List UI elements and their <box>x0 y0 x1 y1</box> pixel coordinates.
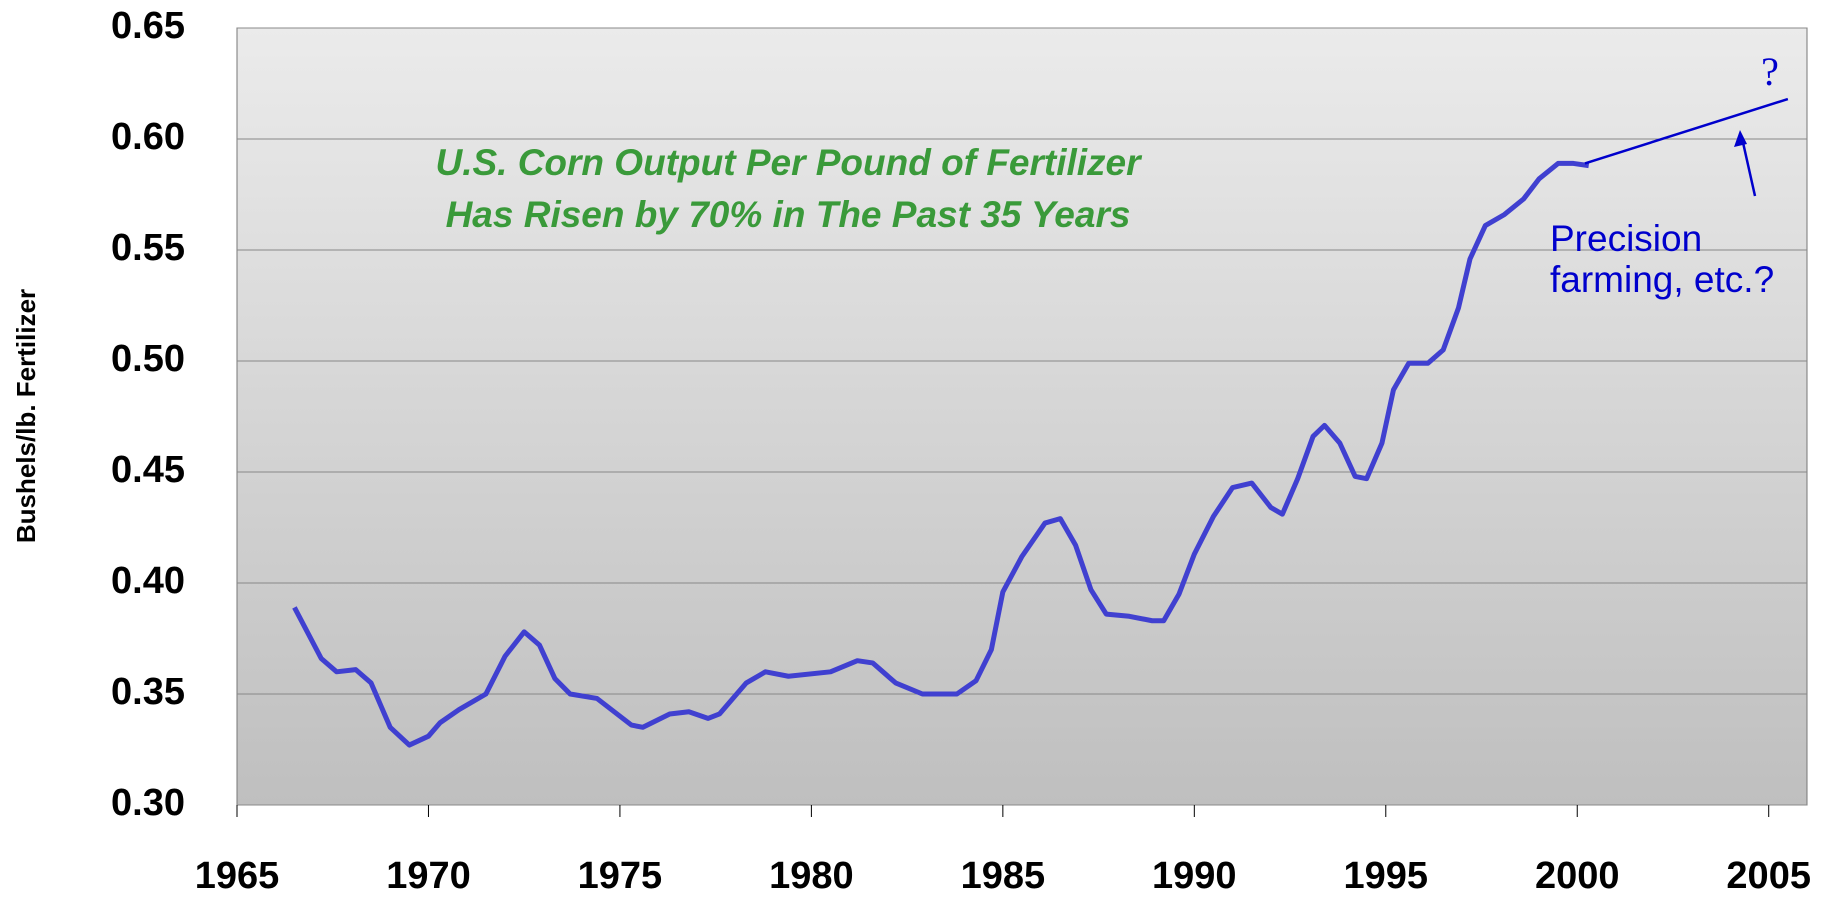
plot-area <box>236 27 1808 806</box>
y-tick-label: 0.55 <box>111 227 185 269</box>
x-tick-label: 1985 <box>961 855 1046 897</box>
chart-title: Has Risen by 70% in The Past 35 Years <box>446 194 1131 235</box>
projection-line <box>1584 97 1789 165</box>
annotation: farming, etc.? <box>1550 259 1774 300</box>
arrow-head <box>1734 130 1747 147</box>
x-tick-label: 2005 <box>1726 855 1811 897</box>
arrow-shaft <box>1740 137 1757 197</box>
y-tick-label: 0.40 <box>111 560 185 602</box>
y-axis-label: Bushels/lb. Fertilizer <box>11 289 41 543</box>
question-mark: ? <box>1761 49 1779 94</box>
x-tick-label: 1965 <box>195 855 280 897</box>
x-tick-label: 1995 <box>1344 855 1429 897</box>
y-tick-label: 0.45 <box>111 449 185 491</box>
x-tick-label: 2000 <box>1535 855 1620 897</box>
x-tick-label: 1980 <box>769 855 854 897</box>
x-tick-label: 1990 <box>1152 855 1237 897</box>
y-tick-label: 0.65 <box>111 5 185 47</box>
chart-title: U.S. Corn Output Per Pound of Fertilizer <box>435 142 1143 183</box>
annotation: Precision <box>1550 218 1702 259</box>
data-line <box>292 160 1590 748</box>
y-tick-label: 0.35 <box>111 671 185 713</box>
y-tick-label: 0.60 <box>111 116 185 158</box>
y-tick-label: 0.50 <box>111 338 185 380</box>
x-tick-label: 1975 <box>578 855 663 897</box>
y-tick-label: 0.30 <box>111 782 185 824</box>
x-tick-label: 1970 <box>386 855 471 897</box>
